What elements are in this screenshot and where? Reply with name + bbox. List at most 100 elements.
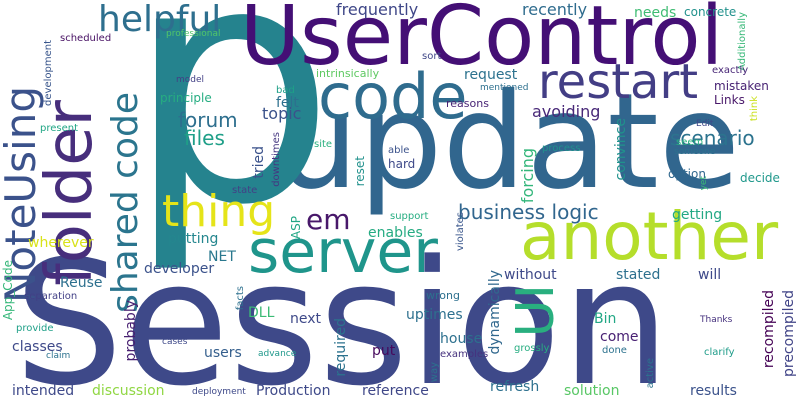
word-dll: DLL: [248, 305, 275, 321]
word-separation: separation: [24, 291, 78, 302]
word-discussion: discussion: [92, 383, 165, 399]
word-usercontrol: UserControl: [240, 0, 724, 84]
word-decide: decide: [740, 171, 780, 185]
word-shared-code: shared code: [105, 92, 146, 313]
word-required: required: [333, 318, 349, 377]
word-violates: violates: [455, 212, 466, 252]
word-able: able: [388, 145, 410, 156]
word-facts: facts: [235, 286, 246, 311]
word-recently: recently: [522, 0, 588, 19]
word-scenario: scenario: [670, 126, 755, 150]
word-update: update: [275, 65, 741, 219]
word-way: way: [429, 362, 440, 383]
word-come: come: [600, 329, 639, 345]
word-bin: Bin: [594, 311, 617, 327]
word-edit: Edit: [696, 119, 714, 129]
word-examples: examples: [440, 349, 489, 360]
word-session: Session: [14, 223, 671, 400]
word-provide: provide: [16, 323, 54, 334]
word-put: put: [372, 343, 396, 359]
word-house: house: [440, 331, 483, 347]
word-business-logic: business logic: [458, 200, 599, 224]
word-ui: UI: [506, 284, 566, 338]
word-em: em: [306, 203, 351, 236]
word-frequently: frequently: [336, 0, 419, 19]
word-wherever: wherever: [28, 235, 94, 251]
word-restart: restart: [538, 54, 699, 110]
word-hard: hard: [388, 157, 416, 171]
word-site: site: [314, 139, 333, 150]
word-clarify: clarify: [704, 347, 735, 358]
word-forum: forum: [178, 108, 238, 132]
word-putting: putting: [168, 231, 219, 247]
word-asp: ASP: [289, 216, 303, 240]
word-model: model: [176, 75, 205, 85]
word-sort: sort: [422, 51, 442, 62]
word-scheduled: scheduled: [60, 33, 112, 44]
word-p: p: [126, 0, 336, 277]
word-reference: reference: [362, 383, 429, 399]
word-getting: getting: [672, 207, 723, 223]
word-dynamically: dynamically: [487, 270, 503, 355]
word-next: next: [290, 311, 322, 327]
word-thing: thing: [162, 186, 276, 237]
word-production: Production: [256, 383, 331, 399]
word-uptimes: uptimes: [406, 307, 463, 323]
word-request: request: [464, 67, 518, 83]
word-net: NET: [208, 249, 236, 265]
word-reuse: Reuse: [60, 275, 103, 291]
word-probably: probably: [123, 300, 139, 362]
word-intended: intended: [12, 383, 75, 399]
word-yet: yet: [699, 176, 709, 191]
word-reasons: reasons: [446, 97, 489, 110]
word-topic: topic: [262, 104, 302, 123]
word-links: Links: [714, 93, 745, 107]
word-reset: reset: [353, 156, 367, 187]
word-wrong: wrong: [426, 289, 460, 302]
word-active: active: [645, 358, 656, 389]
word-present: present: [40, 123, 79, 134]
word-seem: seem: [676, 137, 704, 148]
word-grossly: grossly: [514, 343, 550, 354]
word-avoiding: avoiding: [532, 102, 601, 121]
word-done: done: [602, 345, 627, 356]
word-app-code: App_Code: [1, 260, 15, 321]
word-developer: developer: [144, 261, 215, 277]
word-results: results: [690, 383, 737, 399]
word-refresh: refresh: [490, 379, 540, 395]
word-convince: convince: [613, 118, 629, 181]
word-advance: advance: [258, 349, 297, 359]
word-additionally: Additionally: [737, 12, 748, 71]
word-development: development: [43, 40, 54, 106]
word-code: code: [318, 60, 468, 133]
word-tried: tried: [251, 146, 267, 179]
word-concrete: concrete: [684, 5, 737, 19]
word-exactly: exactly: [712, 65, 749, 76]
word-intrinsically: intrinsically: [316, 67, 380, 80]
word-process: process: [542, 143, 581, 154]
word-server: server: [248, 217, 438, 287]
word-will: will: [698, 267, 722, 283]
word-forcing: forcing: [518, 148, 537, 204]
word-stated: stated: [616, 267, 661, 283]
word-thanks: Thanks: [700, 315, 733, 325]
word-recompiled: recompiled: [761, 290, 777, 369]
word-classes: classes: [12, 339, 63, 355]
word-another: another: [520, 198, 779, 275]
word-think: think: [749, 96, 760, 122]
word-support: support: [390, 211, 429, 222]
word-downtimes: downtimes: [271, 132, 282, 187]
word-bad: bad: [276, 85, 295, 96]
word-someone: someone: [674, 147, 716, 157]
word-precompiled: precompiled: [781, 290, 797, 378]
word-option: option: [668, 167, 706, 181]
word-felt: felt: [276, 95, 299, 111]
word-mistaken: mistaken: [714, 79, 769, 93]
word-users: users: [204, 345, 242, 361]
word-files: files: [184, 126, 225, 150]
word-cases: cases: [162, 337, 188, 347]
word-needs: needs: [634, 5, 677, 21]
word-helpful: helpful: [98, 0, 222, 40]
word-solution: solution: [564, 383, 620, 399]
